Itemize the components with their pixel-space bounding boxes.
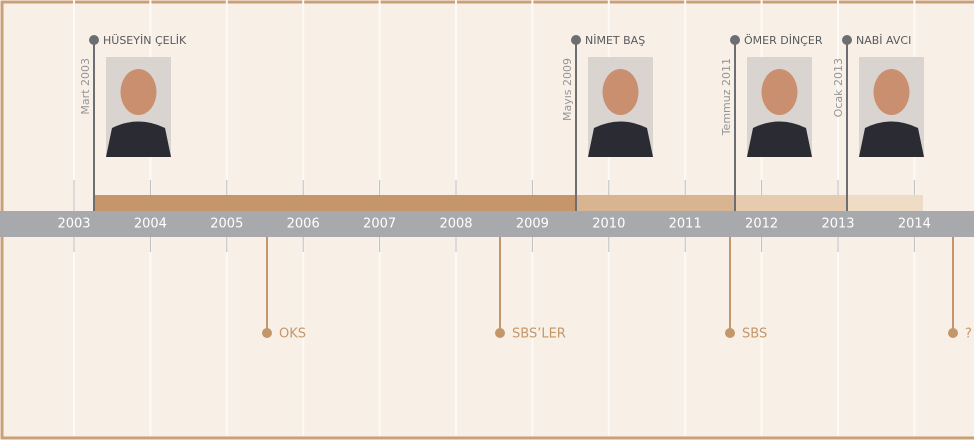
minister-dot [730,35,740,45]
photo-face [762,69,798,115]
year-label: 2003 [57,217,90,232]
minister-name: NİMET BAŞ [585,34,645,47]
minister-name: HÜSEYİN ÇELİK [103,34,187,47]
year-label: 2005 [210,217,243,232]
exam-dot [725,328,735,338]
photo-suit [106,122,171,158]
exam-label: SBS [742,327,767,342]
exam-dot [948,328,958,338]
timeline: 2003 2004 2005 2006 2007 2008 2009 2010 2011 2012… [0,0,974,441]
photo-face [603,69,639,115]
year-label: 2013 [821,217,854,232]
year-label: 2011 [669,217,702,232]
year-label: 2006 [287,217,320,232]
exam-label: ? [965,327,972,342]
minister-dot [89,35,99,45]
year-label: 2007 [363,217,396,232]
exam-dot [262,328,272,338]
exam-label: SBS’LER [512,327,566,342]
year-label: 2014 [898,217,931,232]
tenure-bar [735,195,847,211]
photo-face [874,69,910,115]
tenure-bar [847,195,923,211]
minister-date: Mart 2003 [79,58,92,115]
tenure-bar [94,195,576,211]
photo-suit [588,122,653,158]
year-label: 2004 [134,217,167,232]
exam-label: OKS [279,327,306,342]
year-label: 2008 [439,217,472,232]
minister-dot [571,35,581,45]
photo-face [121,69,157,115]
minister-date: Temmuz 2011 [720,58,733,136]
minister-name: ÖMER DİNÇER [744,34,823,47]
photo-suit [747,122,812,158]
tenure-bar [576,195,735,211]
photo-suit [859,122,924,158]
minister-name: NABİ AVCI [856,34,911,47]
year-label: 2010 [592,217,625,232]
minister-dot [842,35,852,45]
year-label: 2012 [745,217,778,232]
minister-date: Ocak 2013 [832,58,845,117]
exam-dot [495,328,505,338]
year-label: 2009 [516,217,549,232]
minister-date: Mayıs 2009 [561,58,574,121]
